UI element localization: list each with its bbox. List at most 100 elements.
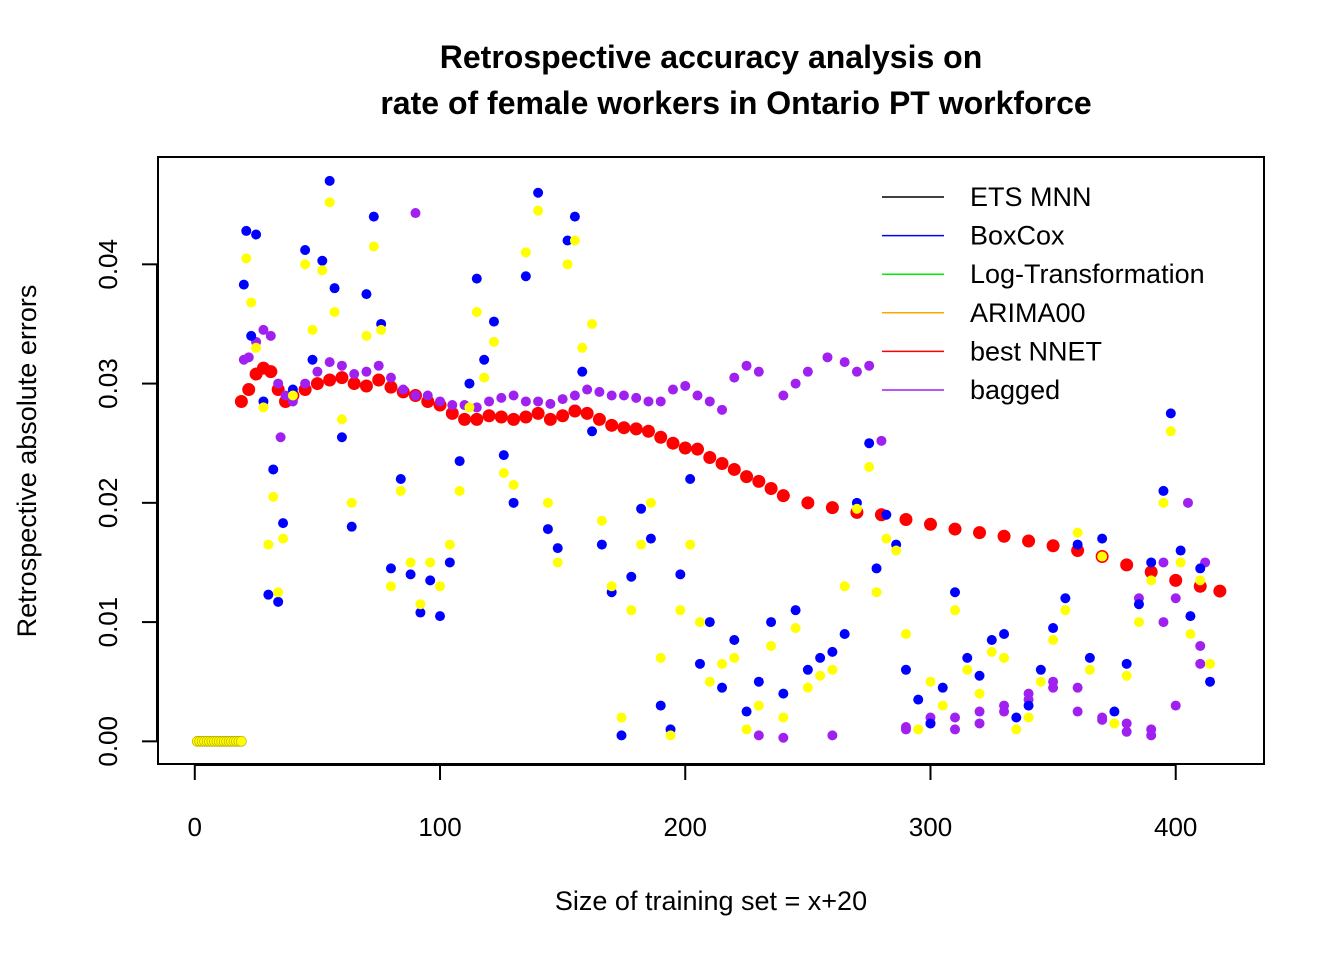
point-bagged bbox=[273, 378, 284, 389]
point-bagged bbox=[520, 396, 531, 407]
point-boxcox bbox=[694, 658, 705, 669]
point-best-nnet bbox=[973, 526, 987, 540]
point-boxcox bbox=[329, 283, 340, 294]
point-best-nnet bbox=[519, 410, 533, 424]
point-bagged bbox=[496, 392, 507, 403]
point-arima00 bbox=[729, 652, 740, 663]
point-arima00 bbox=[1072, 527, 1083, 538]
point-arima00 bbox=[1011, 724, 1022, 735]
point-bagged bbox=[435, 396, 446, 407]
x-axis-label: Size of training set = x+20 bbox=[555, 886, 867, 916]
point-arima00 bbox=[1060, 605, 1071, 616]
point-bagged bbox=[778, 732, 789, 743]
point-bagged bbox=[839, 357, 850, 368]
point-arima00 bbox=[881, 533, 892, 544]
point-boxcox bbox=[508, 497, 519, 508]
point-boxcox bbox=[1084, 652, 1095, 663]
point-boxcox bbox=[307, 354, 318, 365]
point-arima00 bbox=[278, 533, 289, 544]
point-best-nnet bbox=[629, 422, 643, 436]
point-best-nnet bbox=[359, 379, 373, 393]
point-arima00 bbox=[1035, 676, 1046, 687]
point-bagged bbox=[1097, 714, 1108, 725]
legend-label: Log-Transformation bbox=[970, 259, 1205, 289]
point-arima00 bbox=[435, 581, 446, 592]
point-boxcox bbox=[962, 652, 973, 663]
point-boxcox bbox=[1097, 533, 1108, 544]
legend-label: BoxCox bbox=[970, 221, 1065, 251]
point-arima00 bbox=[552, 557, 563, 568]
point-boxcox bbox=[766, 617, 777, 628]
point-boxcox bbox=[324, 175, 335, 186]
point-arima00 bbox=[665, 730, 676, 741]
point-arima00 bbox=[1146, 575, 1157, 586]
point-arima00 bbox=[376, 324, 387, 335]
y-axis-label: Retrospective absolute errors bbox=[12, 285, 42, 638]
point-arima00 bbox=[1023, 712, 1034, 723]
point-bagged bbox=[594, 386, 605, 397]
point-arima00 bbox=[778, 712, 789, 723]
point-best-nnet bbox=[580, 406, 594, 420]
point-boxcox bbox=[655, 700, 666, 711]
point-boxcox bbox=[435, 611, 446, 622]
point-arima00 bbox=[1084, 664, 1095, 675]
point-best-nnet bbox=[1046, 539, 1060, 553]
point-bagged bbox=[582, 384, 593, 395]
point-arima00 bbox=[471, 307, 482, 318]
x-tick-label: 400 bbox=[1154, 812, 1197, 842]
point-best-nnet bbox=[531, 406, 545, 420]
point-bagged bbox=[410, 208, 421, 219]
point-boxcox bbox=[425, 575, 436, 586]
point-best-nnet bbox=[264, 365, 278, 379]
point-bagged bbox=[484, 396, 495, 407]
point-arima00 bbox=[1048, 634, 1059, 645]
point-arima00 bbox=[317, 265, 328, 276]
point-boxcox bbox=[937, 682, 948, 693]
point-bagged bbox=[533, 396, 544, 407]
point-arima00 bbox=[655, 652, 666, 663]
point-boxcox bbox=[741, 706, 752, 717]
legend-label: ARIMA00 bbox=[970, 298, 1086, 328]
point-boxcox bbox=[986, 634, 997, 645]
point-bagged bbox=[827, 730, 838, 741]
point-bagged bbox=[398, 384, 409, 395]
point-arima00 bbox=[324, 197, 335, 208]
point-arima00 bbox=[577, 342, 588, 353]
point-boxcox bbox=[1146, 557, 1157, 568]
point-arima00 bbox=[508, 479, 519, 490]
point-boxcox bbox=[1195, 563, 1206, 574]
point-arima00 bbox=[913, 724, 924, 735]
point-best-nnet bbox=[543, 412, 557, 426]
point-boxcox bbox=[900, 664, 911, 675]
point-arima00 bbox=[488, 336, 499, 347]
point-arima00 bbox=[900, 629, 911, 640]
point-arima00 bbox=[336, 414, 347, 425]
point-arima00 bbox=[645, 497, 656, 508]
point-boxcox bbox=[246, 330, 257, 341]
point-bagged bbox=[950, 712, 961, 723]
point-best-nnet bbox=[605, 418, 619, 432]
point-arima00 bbox=[766, 640, 777, 651]
point-boxcox bbox=[241, 225, 252, 236]
point-best-nnet bbox=[715, 456, 729, 470]
point-best-nnet bbox=[1022, 534, 1036, 548]
point-bagged bbox=[265, 330, 276, 341]
point-arima00 bbox=[287, 390, 298, 401]
point-bagged bbox=[1072, 682, 1083, 693]
point-arima00 bbox=[636, 539, 647, 550]
point-boxcox bbox=[925, 718, 936, 729]
point-boxcox bbox=[685, 473, 696, 484]
point-boxcox bbox=[444, 557, 455, 568]
point-arima00 bbox=[395, 485, 406, 496]
point-bagged bbox=[753, 730, 764, 741]
point-arima00 bbox=[626, 605, 637, 616]
point-arima00 bbox=[1097, 551, 1108, 562]
point-best-nnet bbox=[764, 482, 778, 496]
point-arima00 bbox=[974, 688, 985, 699]
point-boxcox bbox=[454, 456, 465, 467]
point-bagged bbox=[778, 390, 789, 401]
point-arima00 bbox=[864, 462, 875, 473]
point-boxcox bbox=[238, 279, 249, 290]
point-best-nnet bbox=[678, 441, 692, 455]
point-bagged bbox=[243, 352, 254, 363]
